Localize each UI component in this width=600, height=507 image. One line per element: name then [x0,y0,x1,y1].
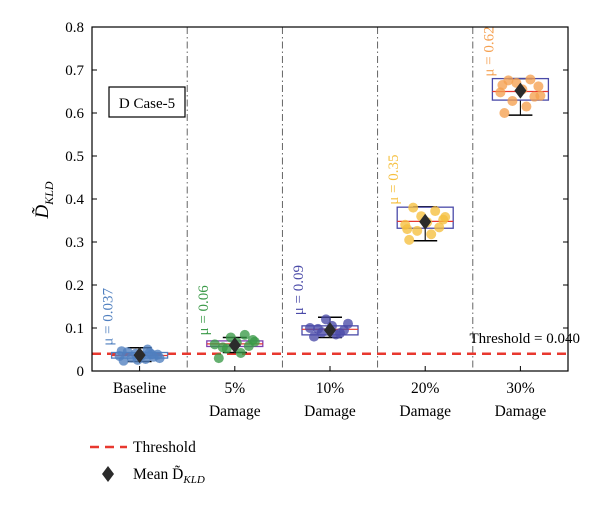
data-point [412,225,423,236]
y-tick-label: 0.5 [65,149,84,165]
mean-marker [133,347,146,364]
y-tick-label: 0.7 [65,63,84,79]
data-point [521,101,532,112]
threshold-annotation: Threshold = 0.040 [469,331,580,347]
data-point [335,328,345,339]
legend-mean-swatch [102,466,114,482]
x-category-label: 20% [411,380,440,397]
data-point [535,90,546,101]
x-category-label: 5% [224,380,245,397]
data-point [426,229,437,240]
data-point [239,329,250,340]
mu-label: μ = 0.09 [291,265,307,315]
data-point [404,234,415,245]
x-category-label: Baseline [113,380,166,397]
data-point [313,323,323,334]
box-group: μ = 0.62 [481,26,550,118]
legend-mean-label: Mean D̃KLD [133,466,205,486]
y-axis-label-main: D̃ [32,205,53,220]
x-category-label-line2: Damage [399,403,451,420]
data-point [440,212,451,223]
data-point [499,108,510,118]
legend: Threshold Mean D̃KLD [90,439,205,486]
axis-layer: 0 0.1 0.2 0.3 0.4 0.5 0.6 0.7 0.8 Baseline 5% Damag… [65,20,568,420]
data-point [430,206,441,217]
y-tick-label: 0.1 [65,321,84,337]
data-point [507,95,518,106]
y-axis-label: D̃KLD [32,181,56,219]
mu-label: μ = 0.06 [196,285,212,336]
mu-label: μ = 0.62 [481,26,497,76]
legend-mean-label-main: Mean D̃ [133,466,183,483]
box-group: μ = 0.09 [291,265,359,342]
data-point [402,224,413,235]
data-point [434,222,445,233]
grid-layer [186,27,474,371]
mu-label: μ = 0.35 [386,154,402,204]
data-point [154,353,165,364]
legend-threshold-label: Threshold [133,439,196,456]
data-point [213,353,224,364]
data-point [525,74,536,85]
box-group: μ = 0.037 [101,288,169,366]
data-point [249,336,260,347]
case-label-box [108,86,186,118]
data-point [209,339,220,350]
x-category-label-line2: Damage [495,403,547,420]
x-category-label-line2: Damage [304,403,356,420]
box [491,77,550,101]
mu-label: μ = 0.037 [101,288,117,346]
y-tick-label: 0.6 [65,106,84,122]
y-tick-label: 0.3 [65,235,84,251]
box-group: μ = 0.06 [196,285,264,364]
y-tick-label: 0.2 [65,278,84,294]
mean-marker [514,82,527,99]
y-tick-label: 0.8 [65,20,84,36]
x-category-label-line2: Damage [209,403,261,420]
data-layer: μ = 0.037 μ = 0.06 μ = 0.09 μ = 0.35 μ = 0.6… [101,26,550,366]
data-point [309,331,319,342]
data-point [408,202,419,213]
box-group: μ = 0.35 [386,154,454,245]
x-category-label: 10% [316,380,345,397]
data-point [217,342,228,353]
data-point [146,349,157,360]
mean-marker [419,213,432,230]
y-axis-label-sub: KLD [42,181,56,206]
legend-mean-label-sub: KLD [182,474,204,486]
data-point [116,346,127,357]
data-point [533,81,544,92]
y-tick-label: 0 [77,364,85,380]
mean-marker [228,337,241,354]
data-point [235,347,246,358]
x-category-label: 30% [506,380,535,397]
y-tick-label: 0.4 [65,192,84,208]
case-label: D Case-5 [119,96,175,112]
data-point [321,314,331,325]
mean-marker [324,322,336,339]
data-point [497,80,508,91]
data-point [305,323,315,333]
data-point [343,318,353,329]
